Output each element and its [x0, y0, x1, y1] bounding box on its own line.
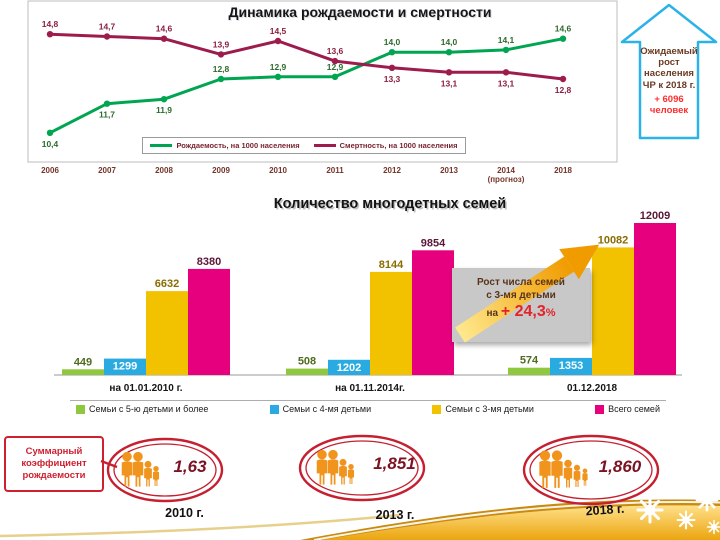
svg-text:2008: 2008	[155, 166, 173, 175]
svg-text:6632: 6632	[155, 278, 179, 290]
footer-swoosh-gold	[322, 505, 720, 540]
red-oval-outlines	[106, 434, 660, 506]
annotation-prefix: на	[486, 308, 501, 319]
svg-text:на 01.11.2014г.: на 01.11.2014г.	[335, 383, 405, 394]
total-families-legend-label: Всего семей	[608, 404, 660, 414]
legend-item-death-rate: Смертность, на 1000 населения	[313, 141, 458, 150]
svg-text:2006: 2006	[41, 166, 59, 175]
svg-text:11,9: 11,9	[156, 105, 172, 115]
svg-text:10082: 10082	[598, 234, 629, 246]
svg-text:508: 508	[298, 356, 316, 368]
callout-highlight-value: + 6096 человек	[649, 93, 689, 117]
total-fertility-rate-label-box: Суммарный коэффициент рождаемости	[4, 436, 104, 492]
large-families-bar-chart: 449 1299 6632 8380 на 01.01.2010 г. 508 1202 81…	[54, 210, 682, 394]
svg-text:14,8: 14,8	[42, 19, 59, 29]
svg-text:12,8: 12,8	[555, 85, 572, 95]
legend-item-3-children: Семьи с 3-мя детьми	[432, 404, 534, 414]
svg-text:8380: 8380	[197, 256, 221, 268]
legend-item-birth-rate: Рождаемость, на 1000 населения	[150, 141, 300, 150]
footer-swoosh-decoration	[0, 488, 720, 540]
year-label-2010: 2010 г.	[165, 506, 204, 520]
birth-death-line-chart: 10,4 11,7 11,9 12,8 12,9 12,9 14,0 14,0 14,1 14,6…	[27, 0, 618, 184]
svg-text:01.12.2018: 01.12.2018	[567, 383, 617, 394]
bar-chart-title: Количество многодетных семей	[273, 196, 507, 212]
svg-text:(прогноз): (прогноз)	[488, 175, 525, 184]
line-chart-legend: Рождаемость, на 1000 населения Смертност…	[142, 137, 466, 154]
svg-text:449: 449	[74, 356, 92, 368]
legend-item-total-families: Всего семей	[595, 404, 660, 414]
svg-text:14,0: 14,0	[384, 37, 401, 47]
footer-swoosh-highlight	[313, 501, 720, 540]
svg-text:14,0: 14,0	[441, 37, 458, 47]
svg-text:2009: 2009	[212, 166, 230, 175]
svg-text:12,8: 12,8	[213, 64, 230, 74]
five-children-legend-label: Семьи с 5-ю детьми и более	[89, 404, 209, 414]
fertility-ovals-graphics	[100, 434, 660, 506]
three-children-legend-label: Семьи с 3-мя детьми	[445, 404, 534, 414]
svg-text:2012: 2012	[383, 166, 401, 175]
five-children-swatch	[76, 404, 85, 414]
death-rate-line-swatch	[313, 144, 336, 147]
line-chart-title: Динамика рождаемости и смертности	[228, 4, 492, 20]
svg-text:13,1: 13,1	[498, 78, 515, 88]
population-growth-callout: Ожидаемый рост населения ЧР к 2018 г. + …	[640, 46, 698, 116]
svg-text:13,1: 13,1	[441, 78, 458, 88]
svg-text:9854: 9854	[421, 237, 446, 249]
tfr-value-2018: 1,860	[598, 457, 642, 476]
growth-annotation-text: Рост числа семей с 3-мя детьми на + 24,3…	[452, 276, 590, 323]
bar-chart-legend: Семьи с 5-ю детьми и более Семьи с 4-мя …	[70, 400, 666, 417]
svg-text:2018: 2018	[554, 166, 572, 175]
svg-text:1299: 1299	[113, 361, 137, 373]
svg-text:на 01.01.2010 г.: на 01.01.2010 г.	[109, 383, 182, 394]
four-children-swatch	[269, 404, 279, 414]
svg-text:2013: 2013	[440, 166, 458, 175]
svg-text:2014: 2014	[497, 166, 515, 175]
tfr-value-2010: 1,63	[173, 457, 207, 476]
footer-thin-line	[0, 513, 401, 538]
callout-text: Ожидаемый рост населения ЧР к 2018 г.	[640, 46, 698, 91]
svg-text:8144: 8144	[379, 259, 404, 271]
birth-rate-line-swatch	[150, 144, 173, 147]
legend-item-4-children: Семьи с 4-мя детьми	[269, 404, 372, 414]
svg-text:2011: 2011	[326, 166, 344, 175]
up-arrow-callout-shape	[620, 3, 718, 140]
annotation-line1: Рост числа семей	[477, 277, 565, 288]
year-label-2013: 2013 г.	[375, 508, 415, 522]
svg-text:1202: 1202	[337, 362, 361, 374]
three-children-swatch	[432, 404, 442, 414]
svg-text:574: 574	[520, 355, 539, 367]
svg-text:14,5: 14,5	[270, 26, 287, 36]
svg-text:13,9: 13,9	[213, 39, 230, 49]
svg-text:10,4: 10,4	[42, 139, 59, 149]
svg-text:1353: 1353	[559, 360, 583, 372]
annotation-line2: с 3-мя детьми	[486, 290, 556, 301]
svg-text:12009: 12009	[640, 210, 671, 222]
svg-text:12,9: 12,9	[327, 62, 344, 72]
up-arrow-icon	[620, 3, 718, 140]
tfr-value-2013: 1,851	[373, 454, 416, 473]
svg-text:12,9: 12,9	[270, 62, 287, 72]
svg-text:13,3: 13,3	[384, 74, 401, 84]
legend-item-5-children: Семьи с 5-ю детьми и более	[76, 404, 208, 414]
svg-text:14,1: 14,1	[498, 35, 515, 45]
svg-text:14,6: 14,6	[156, 24, 173, 34]
annotation-growth-value: + 24,3	[500, 303, 546, 320]
death-rate-legend-label: Смертность, на 1000 населения	[339, 141, 458, 150]
annotation-percent-sign: %	[545, 307, 556, 319]
svg-text:2007: 2007	[98, 166, 116, 175]
svg-text:14,6: 14,6	[555, 24, 572, 34]
svg-text:11,7: 11,7	[99, 110, 115, 120]
total-families-swatch	[595, 404, 605, 414]
birth-rate-legend-label: Рождаемость, на 1000 населения	[176, 141, 300, 150]
gold-growth-arrow-icon	[455, 244, 600, 343]
svg-text:2010: 2010	[269, 166, 287, 175]
svg-text:13,6: 13,6	[327, 46, 344, 56]
four-children-legend-label: Семьи с 4-мя детьми	[282, 404, 372, 414]
svg-text:14,7: 14,7	[99, 22, 116, 32]
annotation-value-line: на + 24,3%	[452, 302, 590, 323]
